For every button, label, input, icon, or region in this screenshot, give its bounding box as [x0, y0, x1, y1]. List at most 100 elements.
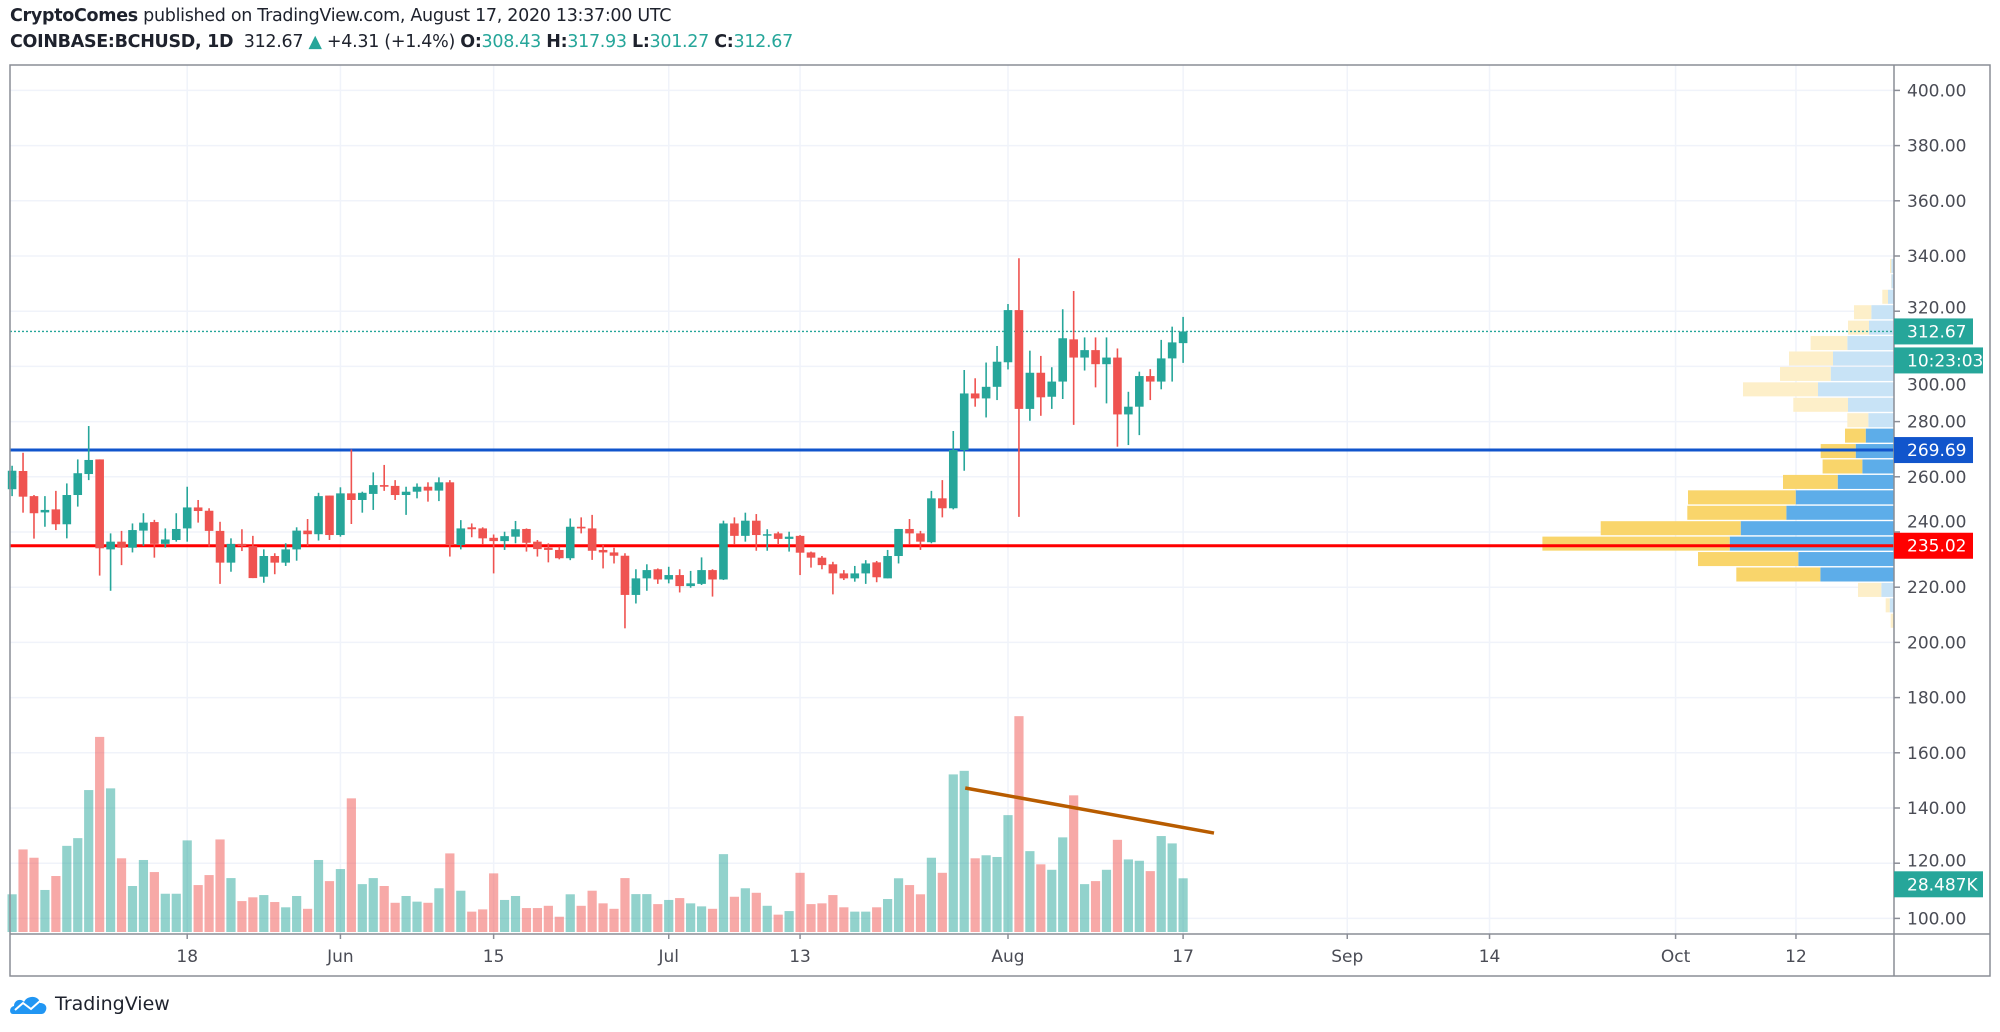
- price-tick-label: 400.00: [1907, 81, 1966, 101]
- price-tick-label: 340.00: [1907, 247, 1966, 267]
- candle: [686, 570, 695, 588]
- author-name[interactable]: CryptoComes: [10, 6, 138, 26]
- candle: [423, 482, 433, 502]
- open-value: 308.43: [481, 32, 542, 52]
- candle: [609, 547, 619, 564]
- candle: [204, 508, 214, 547]
- volume-bar: [915, 894, 926, 932]
- volume-profile-up-bar: [1891, 274, 1894, 289]
- candle: [1069, 291, 1078, 425]
- candle-body: [741, 520, 750, 536]
- volume-bar: [959, 770, 969, 932]
- candle: [161, 528, 170, 548]
- volume-bar: [456, 890, 466, 932]
- candle: [478, 527, 487, 545]
- price-tick-label: 260.00: [1907, 468, 1966, 488]
- candle: [270, 553, 280, 575]
- volume-bar: [861, 911, 871, 932]
- candle-body: [522, 528, 531, 543]
- price-tick-label: 180.00: [1907, 689, 1966, 709]
- candle-body: [95, 459, 104, 549]
- candle-body: [948, 450, 958, 509]
- volume-bar: [893, 878, 904, 932]
- candle-body: [544, 547, 553, 550]
- candle-body: [795, 535, 805, 553]
- time-tick-label: 15: [483, 947, 505, 967]
- candle: [828, 561, 838, 595]
- volume-bar: [1047, 869, 1057, 932]
- volume-bar: [1069, 795, 1079, 932]
- candle: [336, 487, 345, 537]
- volume-bar: [1134, 860, 1144, 932]
- candle-body: [84, 459, 94, 475]
- candle-body: [959, 393, 969, 451]
- volume-bar: [171, 893, 181, 932]
- candle-body: [992, 361, 1002, 387]
- volume-bar: [215, 839, 225, 932]
- volume-bar: [1080, 884, 1090, 932]
- volume-profile-up-bar: [1729, 536, 1894, 551]
- volume-bar: [1101, 869, 1112, 932]
- candle: [390, 480, 400, 500]
- candle: [1025, 350, 1035, 421]
- tradingview-logo[interactable]: TradingView: [9, 992, 170, 1016]
- volume-bar: [95, 736, 105, 932]
- candle-body: [106, 541, 115, 550]
- volume-bar: [510, 895, 521, 932]
- candle: [839, 570, 849, 581]
- last-volume-axis-label: 28.487K: [1907, 875, 1978, 895]
- volume-bar: [281, 907, 291, 932]
- time-tick-label: Oct: [1661, 947, 1691, 967]
- volume-bar: [51, 876, 61, 932]
- bar-countdown-label: 10:23:03: [1907, 351, 1983, 371]
- candle-body: [18, 471, 28, 497]
- candle: [248, 535, 258, 579]
- candle-body: [226, 543, 236, 563]
- candle-body: [686, 583, 695, 587]
- candle: [106, 533, 115, 591]
- candle: [303, 519, 312, 546]
- level-axis-label-bg: [1894, 437, 1973, 464]
- candle-body: [850, 573, 860, 579]
- price-tick-label: 100.00: [1907, 909, 1966, 929]
- volume-profile-up-bar: [1833, 351, 1894, 366]
- volume-bar: [948, 774, 958, 932]
- candle-body: [1135, 376, 1144, 407]
- candle-body: [905, 528, 914, 534]
- candle: [314, 492, 323, 541]
- volume-bar: [1178, 878, 1188, 932]
- volume-bar: [1003, 815, 1013, 932]
- candle: [434, 477, 444, 502]
- volume-bar: [368, 878, 378, 932]
- candle-body: [478, 528, 487, 539]
- volume-profile-down-bar: [1698, 552, 1799, 567]
- volume-profile-down-bar: [1793, 397, 1848, 412]
- volume-bar: [532, 908, 543, 932]
- volume-bar: [609, 908, 619, 932]
- symbol-name: COINBASE:BCHUSD, 1D: [10, 32, 234, 52]
- candle: [730, 517, 739, 545]
- candle-body: [270, 556, 280, 563]
- volume-profile-down-bar: [1687, 505, 1787, 520]
- last-price-axis-label: 312.67: [1907, 322, 1966, 342]
- volume-bar: [970, 858, 980, 932]
- volume-bar: [127, 886, 138, 932]
- volume-bar: [445, 853, 455, 932]
- volume-profile-up-bar: [1868, 413, 1894, 428]
- candle: [992, 345, 1002, 401]
- price-tick-label: 200.00: [1907, 633, 1966, 653]
- candle-body: [817, 557, 827, 566]
- volume-bar: [937, 872, 947, 932]
- candle-body: [281, 549, 290, 563]
- volume-profile-up-bar: [1871, 305, 1894, 320]
- volume-bar: [872, 907, 882, 932]
- candle-body: [1178, 331, 1188, 344]
- tradingview-cloud-icon: [10, 996, 47, 1014]
- candle: [576, 517, 586, 534]
- volume-bar: [226, 878, 236, 932]
- volume-bar: [259, 895, 269, 932]
- candle-body: [533, 541, 542, 550]
- volume-profile-down-bar: [1780, 366, 1831, 381]
- candle: [948, 430, 958, 510]
